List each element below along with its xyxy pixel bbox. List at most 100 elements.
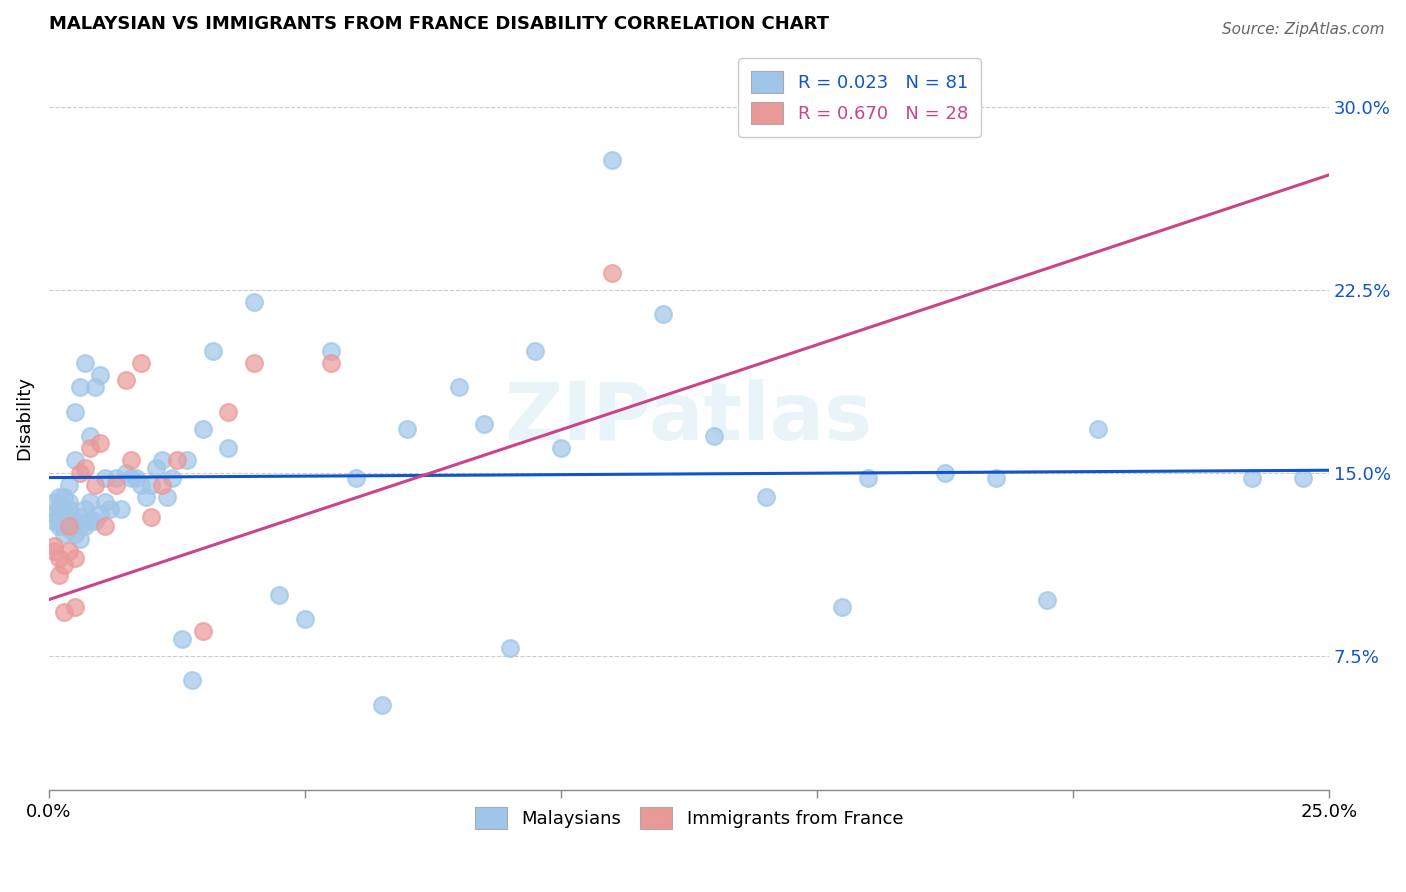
Point (94, 495, 117, 509)
Point (89, 507, 111, 521)
Point (217, 405, 239, 419)
Point (269, 588, 291, 602)
Point (48, 507, 70, 521)
Point (63, 551, 86, 566)
Point (150, 453, 173, 467)
Point (344, 470, 367, 484)
Point (48, 519, 70, 533)
Point (191, 422, 214, 436)
Point (42, 495, 65, 509)
Point (53, 509, 76, 524)
Point (499, 641, 522, 656)
Point (58, 495, 80, 509)
Point (294, 612, 316, 626)
Point (166, 453, 188, 467)
Point (84, 515, 107, 529)
Point (550, 442, 572, 456)
Point (191, 624, 214, 639)
Point (42, 507, 65, 521)
Point (63, 453, 86, 467)
Point (1036, 592, 1059, 607)
Point (79, 515, 101, 529)
Point (63, 515, 86, 529)
Point (58, 522, 80, 536)
Point (53, 526, 76, 541)
Point (48, 551, 70, 566)
Point (84, 478, 107, 492)
Point (170, 632, 193, 646)
Point (934, 466, 956, 480)
Point (319, 356, 342, 370)
Point (1240, 470, 1263, 484)
Point (94, 519, 117, 533)
Point (69, 380, 91, 394)
Point (58, 519, 80, 533)
Point (114, 373, 136, 387)
Point (856, 470, 879, 484)
Point (58, 515, 80, 529)
Point (319, 343, 342, 358)
Point (69, 466, 91, 480)
Point (63, 599, 86, 614)
Point (472, 417, 495, 431)
Point (600, 266, 623, 280)
Point (114, 466, 136, 480)
Point (58, 543, 80, 558)
Point (156, 490, 179, 504)
Point (53, 558, 76, 573)
Point (42, 515, 65, 529)
Point (396, 422, 419, 436)
Point (120, 453, 142, 467)
Point (1087, 422, 1109, 436)
Point (160, 470, 183, 484)
Point (53, 490, 76, 504)
Point (53, 502, 76, 516)
Point (125, 470, 148, 484)
Point (84, 380, 107, 394)
Point (176, 453, 198, 467)
Point (1292, 470, 1315, 484)
Point (831, 599, 853, 614)
Point (69, 532, 91, 546)
Point (73, 502, 96, 516)
Point (145, 460, 167, 475)
Point (89, 368, 111, 383)
Point (755, 490, 778, 504)
Point (703, 429, 725, 443)
Y-axis label: Disability: Disability (15, 376, 32, 459)
Point (217, 442, 239, 456)
Point (53, 519, 76, 533)
Point (104, 478, 127, 492)
Text: Source: ZipAtlas.com: Source: ZipAtlas.com (1222, 22, 1385, 37)
Point (129, 356, 152, 370)
Point (73, 460, 96, 475)
Point (242, 294, 264, 309)
Point (100, 502, 122, 516)
Point (58, 502, 80, 516)
Point (141, 478, 163, 492)
Point (652, 307, 675, 321)
Point (110, 502, 132, 516)
Point (79, 429, 101, 443)
Point (48, 515, 70, 529)
Point (48, 490, 70, 504)
Point (141, 509, 163, 524)
Point (69, 519, 91, 533)
Point (135, 490, 157, 504)
Text: ZIPatlas: ZIPatlas (505, 379, 873, 457)
Point (242, 356, 264, 370)
Point (129, 478, 152, 492)
Point (63, 405, 86, 419)
Point (181, 673, 204, 687)
Point (48, 568, 70, 582)
Point (53, 605, 76, 619)
Point (201, 343, 224, 358)
Point (370, 698, 392, 712)
Point (150, 478, 173, 492)
Point (984, 470, 1007, 484)
Point (63, 526, 86, 541)
Point (42, 543, 65, 558)
Point (524, 343, 547, 358)
Point (600, 153, 623, 168)
Point (73, 519, 96, 533)
